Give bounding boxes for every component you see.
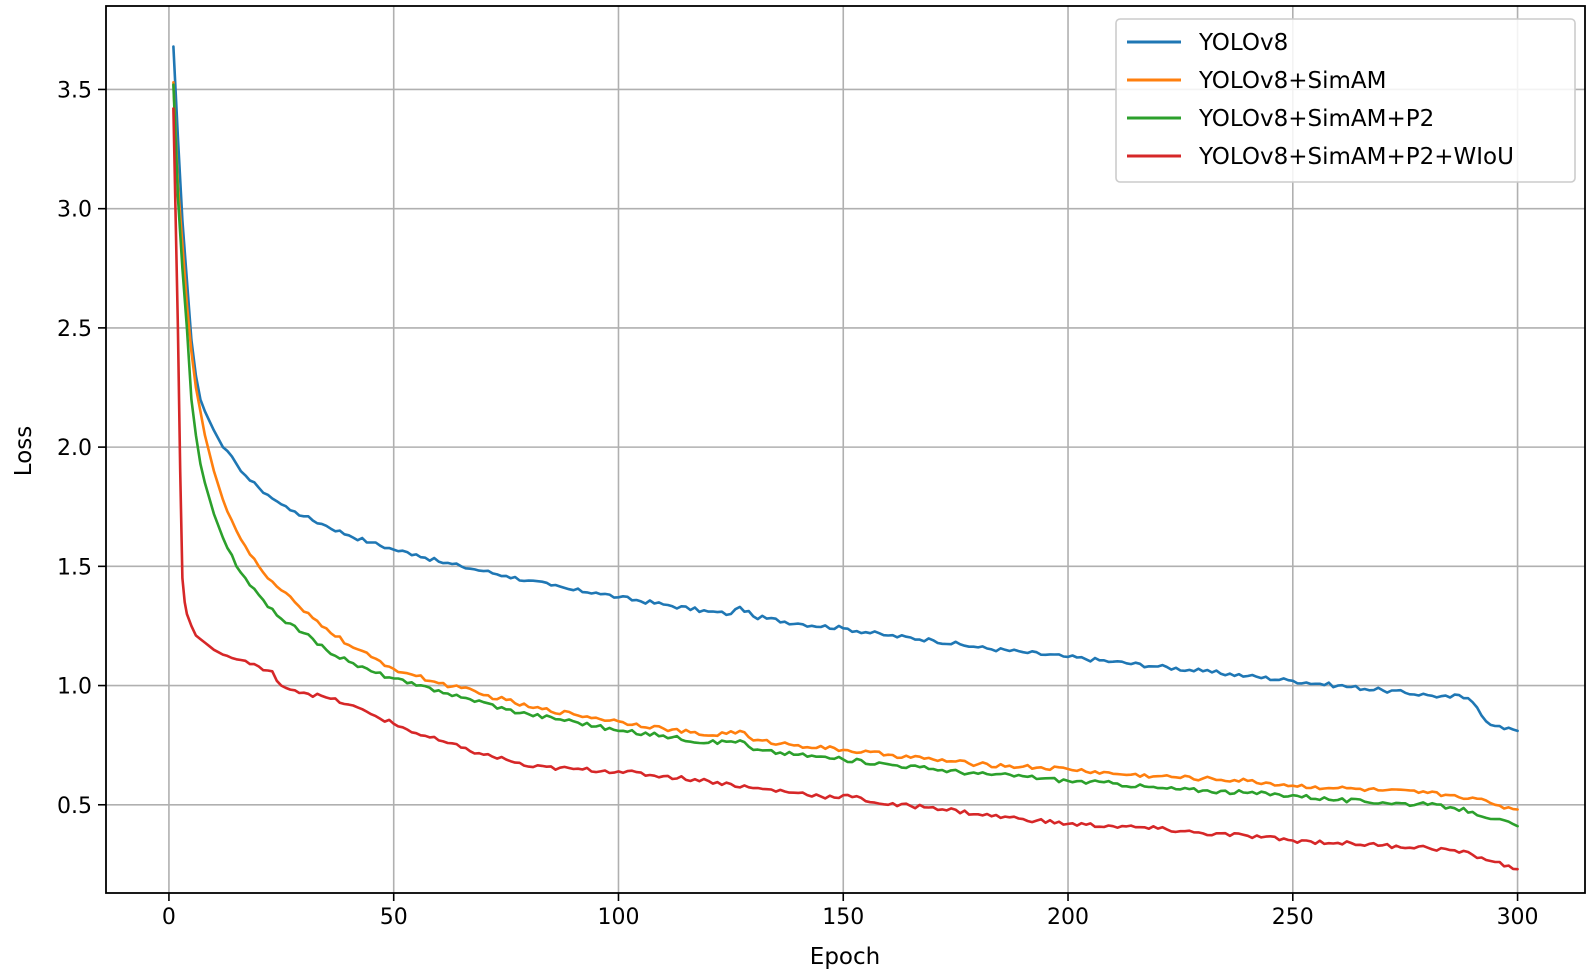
y-tick-label: 2.0: [57, 436, 92, 461]
x-tick-label: 150: [822, 905, 864, 930]
y-tick-label: 1.0: [57, 675, 92, 700]
legend-box: [1115, 18, 1576, 183]
legend-label: YOLOv8+SimAM: [1198, 68, 1386, 94]
y-tick-label: 3.0: [57, 198, 92, 223]
y-tick-label: 2.5: [57, 317, 92, 342]
y-tick-label: 1.5: [57, 555, 92, 580]
x-tick-label: 0: [162, 905, 176, 930]
x-axis-label: Epoch: [810, 944, 880, 970]
y-tick-label: 0.5: [57, 794, 92, 819]
series-line-4: [172, 107, 1519, 871]
x-tick-label: 100: [597, 905, 639, 930]
legend-label: YOLOv8+SimAM+P2+WIoU: [1198, 144, 1514, 170]
axis-ticks: 0 50 100 150 200 250 300 0.5 1.0 1.5 2.0 2.5 3.0 3.5: [57, 78, 1539, 930]
y-axis-label: Loss: [11, 426, 37, 476]
series-line-1: [172, 45, 1519, 733]
legend-label: YOLOv8: [1198, 30, 1288, 56]
series-line-2: [172, 81, 1519, 811]
x-tick-label: 200: [1047, 905, 1089, 930]
x-tick-label: 250: [1272, 905, 1314, 930]
legend-label: YOLOv8+SimAM+P2: [1198, 106, 1434, 132]
y-tick-label: 3.5: [57, 78, 92, 103]
series-line-3: [172, 83, 1519, 828]
plot-frame: [105, 5, 1586, 894]
legend: YOLOv8 YOLOv8+SimAM YOLOv8+SimAM+P2 YOLOv8+…: [1115, 18, 1576, 183]
series-lines: [172, 45, 1519, 871]
x-tick-label: 300: [1497, 905, 1539, 930]
x-tick-label: 50: [380, 905, 408, 930]
